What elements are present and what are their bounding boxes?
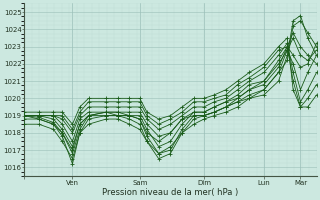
X-axis label: Pression niveau de la mer( hPa ): Pression niveau de la mer( hPa ): [102, 188, 238, 197]
